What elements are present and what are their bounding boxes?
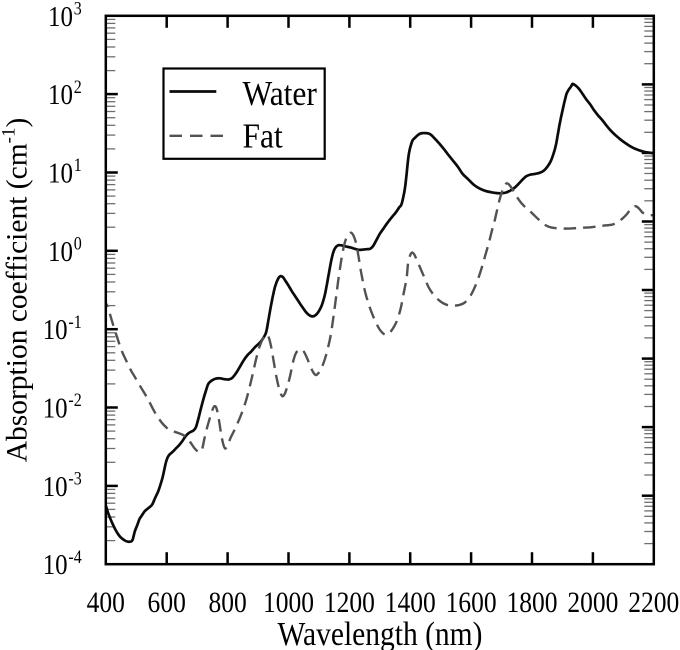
svg-text:10: 10 — [48, 235, 73, 267]
svg-text:10: 10 — [48, 78, 73, 110]
svg-text:0: 0 — [74, 233, 82, 253]
svg-text:Fat: Fat — [243, 117, 284, 156]
svg-text:10: 10 — [43, 314, 68, 346]
svg-text:Wavelength (nm): Wavelength (nm) — [278, 615, 483, 650]
svg-text:Water: Water — [243, 75, 317, 114]
svg-text:2000: 2000 — [567, 585, 618, 618]
svg-text:1400: 1400 — [385, 585, 436, 618]
svg-text:2200: 2200 — [628, 585, 679, 618]
svg-text:1: 1 — [74, 155, 82, 175]
svg-text:1800: 1800 — [506, 585, 557, 618]
svg-text:10: 10 — [48, 157, 73, 189]
svg-text:3: 3 — [74, 0, 82, 19]
svg-text:10: 10 — [48, 0, 73, 32]
svg-text:-4: -4 — [68, 547, 82, 567]
svg-text:-1: -1 — [68, 312, 81, 332]
svg-text:10: 10 — [43, 392, 68, 424]
svg-text:10: 10 — [43, 549, 68, 581]
svg-text:1200: 1200 — [324, 585, 375, 618]
svg-text:-3: -3 — [68, 469, 81, 489]
svg-text:-2: -2 — [68, 390, 81, 410]
svg-text:400: 400 — [87, 585, 125, 618]
svg-text:600: 600 — [148, 585, 186, 618]
svg-text:800: 800 — [208, 585, 246, 618]
svg-text:1000: 1000 — [263, 585, 314, 618]
svg-text:2: 2 — [74, 77, 82, 97]
svg-text:10: 10 — [43, 470, 68, 502]
svg-text:Absorption coefficient (cm-1): Absorption coefficient (cm-1) — [0, 118, 34, 463]
svg-text:1600: 1600 — [446, 585, 497, 618]
